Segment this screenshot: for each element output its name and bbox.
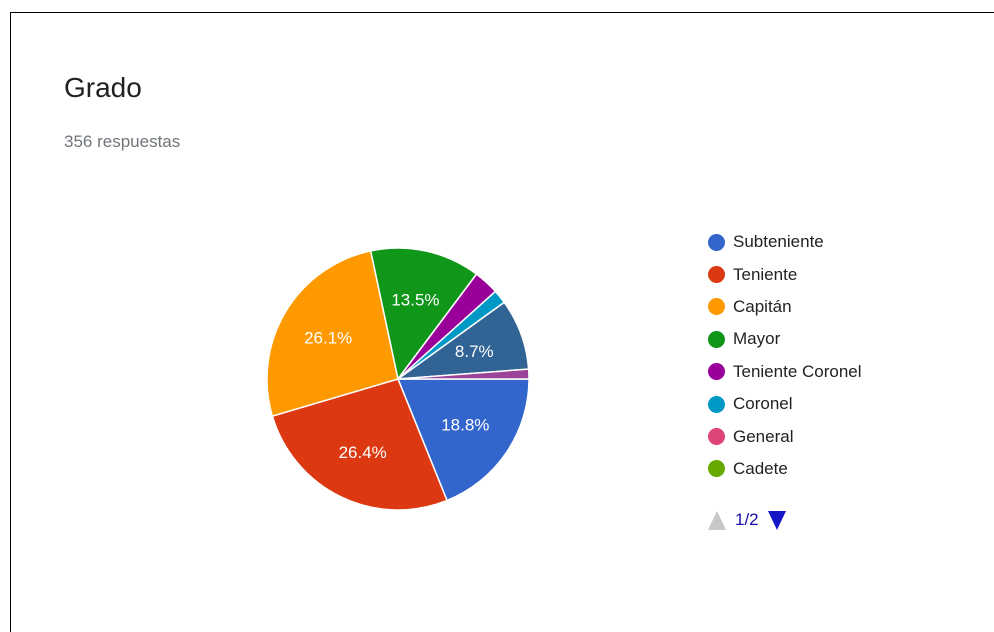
legend-next-page-icon[interactable] bbox=[767, 510, 786, 530]
legend-prev-page-icon bbox=[708, 510, 726, 530]
pie-slice-capitán[interactable] bbox=[266, 249, 399, 418]
pie-slice-mayor[interactable] bbox=[369, 247, 478, 381]
legend-item-mayor[interactable]: Mayor bbox=[708, 323, 862, 355]
pie-slice-label: 13.5% bbox=[391, 291, 439, 310]
pie-slice-label: 26.4% bbox=[339, 443, 387, 462]
legend-label: Teniente Coronel bbox=[733, 361, 862, 381]
legend-swatch bbox=[708, 330, 725, 348]
chart-legend: Subteniente Teniente Capitán Mayor Teniente … bbox=[708, 226, 862, 485]
legend-swatch bbox=[708, 266, 725, 284]
legend-item-teniente-coronel[interactable]: Teniente Coronel bbox=[708, 356, 862, 388]
legend-item-capitán[interactable]: Capitán bbox=[708, 291, 862, 323]
chart-title: Grado bbox=[64, 72, 142, 103]
legend-swatch bbox=[708, 298, 725, 316]
response-count: 356 respuestas bbox=[64, 132, 181, 151]
pie-slice-label: 18.8% bbox=[441, 415, 489, 434]
legend-swatch bbox=[708, 363, 725, 381]
legend-label: Coronel bbox=[733, 394, 793, 414]
legend-label: Capitán bbox=[733, 296, 792, 316]
legend-swatch bbox=[708, 395, 725, 413]
legend-swatch bbox=[708, 460, 725, 478]
legend-item-cadete[interactable]: Cadete bbox=[708, 453, 862, 485]
pie-slice-label: 8.7% bbox=[455, 342, 494, 361]
pie-slice-teniente[interactable] bbox=[271, 378, 449, 511]
pie-slice-label: 26.1% bbox=[304, 328, 352, 347]
pie-slice-subteniente[interactable] bbox=[396, 378, 530, 502]
legend-label: Mayor bbox=[733, 329, 781, 349]
legend-pager: 1/2 bbox=[708, 510, 786, 530]
legend-swatch bbox=[708, 428, 725, 446]
legend-item-subteniente[interactable]: Subteniente bbox=[708, 226, 862, 258]
legend-label: Cadete bbox=[733, 458, 788, 478]
pie-slice-extra[interactable] bbox=[397, 368, 530, 380]
legend-swatch bbox=[708, 233, 725, 251]
legend-item-general[interactable]: General bbox=[708, 420, 862, 452]
legend-item-coronel[interactable]: Coronel bbox=[708, 388, 862, 420]
legend-label: General bbox=[733, 426, 794, 446]
legend-label: Teniente bbox=[733, 264, 798, 284]
chart-card-frame bbox=[10, 12, 994, 632]
legend-page-indicator: 1/2 bbox=[735, 510, 759, 529]
legend-label: Subteniente bbox=[733, 232, 824, 252]
legend-item-teniente[interactable]: Teniente bbox=[708, 258, 862, 290]
